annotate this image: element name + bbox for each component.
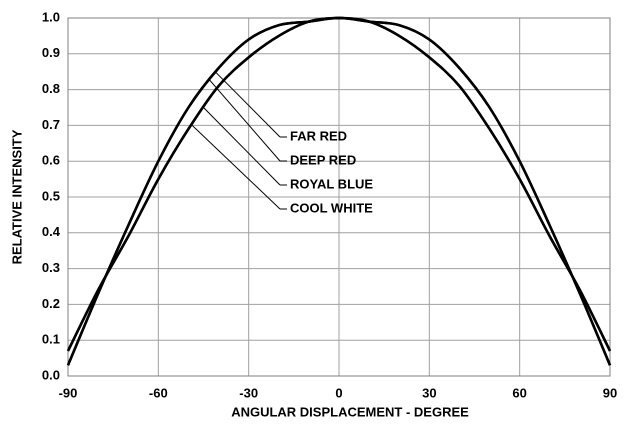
y-tick-label: 0.4 [42,224,61,239]
y-tick-label: 0.9 [42,45,60,60]
y-tick-label: 0.7 [42,117,60,132]
x-tick-label: 90 [603,385,617,400]
y-tick-label: 0.6 [42,153,60,168]
legend-label: COOL WHITE [290,200,373,215]
x-axis-label: ANGULAR DISPLACEMENT - DEGREE [231,404,469,419]
x-tick-label: -90 [59,385,78,400]
y-tick-label: 0.1 [42,332,60,347]
legend-label: ROYAL BLUE [290,176,373,191]
series-line [66,16,612,352]
legend-label: FAR RED [290,128,347,143]
y-tick-label: 1.0 [42,9,60,24]
x-tick-label: 0 [335,385,342,400]
leader-line [215,71,281,138]
y-tick-label: 0.3 [42,260,60,275]
leader-line [203,107,281,186]
y-axis-label: RELATIVE INTENSITY [9,129,24,264]
y-tick-label: 0.5 [42,188,60,203]
y-tick-label: 0.8 [42,81,60,96]
y-tick-label: 0.0 [42,367,60,382]
leader-line [209,79,281,162]
x-tick-label: 30 [422,385,436,400]
y-tick-label: 0.2 [42,296,60,311]
leader-line [191,124,281,210]
x-tick-label: 60 [512,385,526,400]
x-tick-label: -30 [239,385,258,400]
x-tick-label: -60 [149,385,168,400]
legend-label: DEEP RED [290,152,356,167]
